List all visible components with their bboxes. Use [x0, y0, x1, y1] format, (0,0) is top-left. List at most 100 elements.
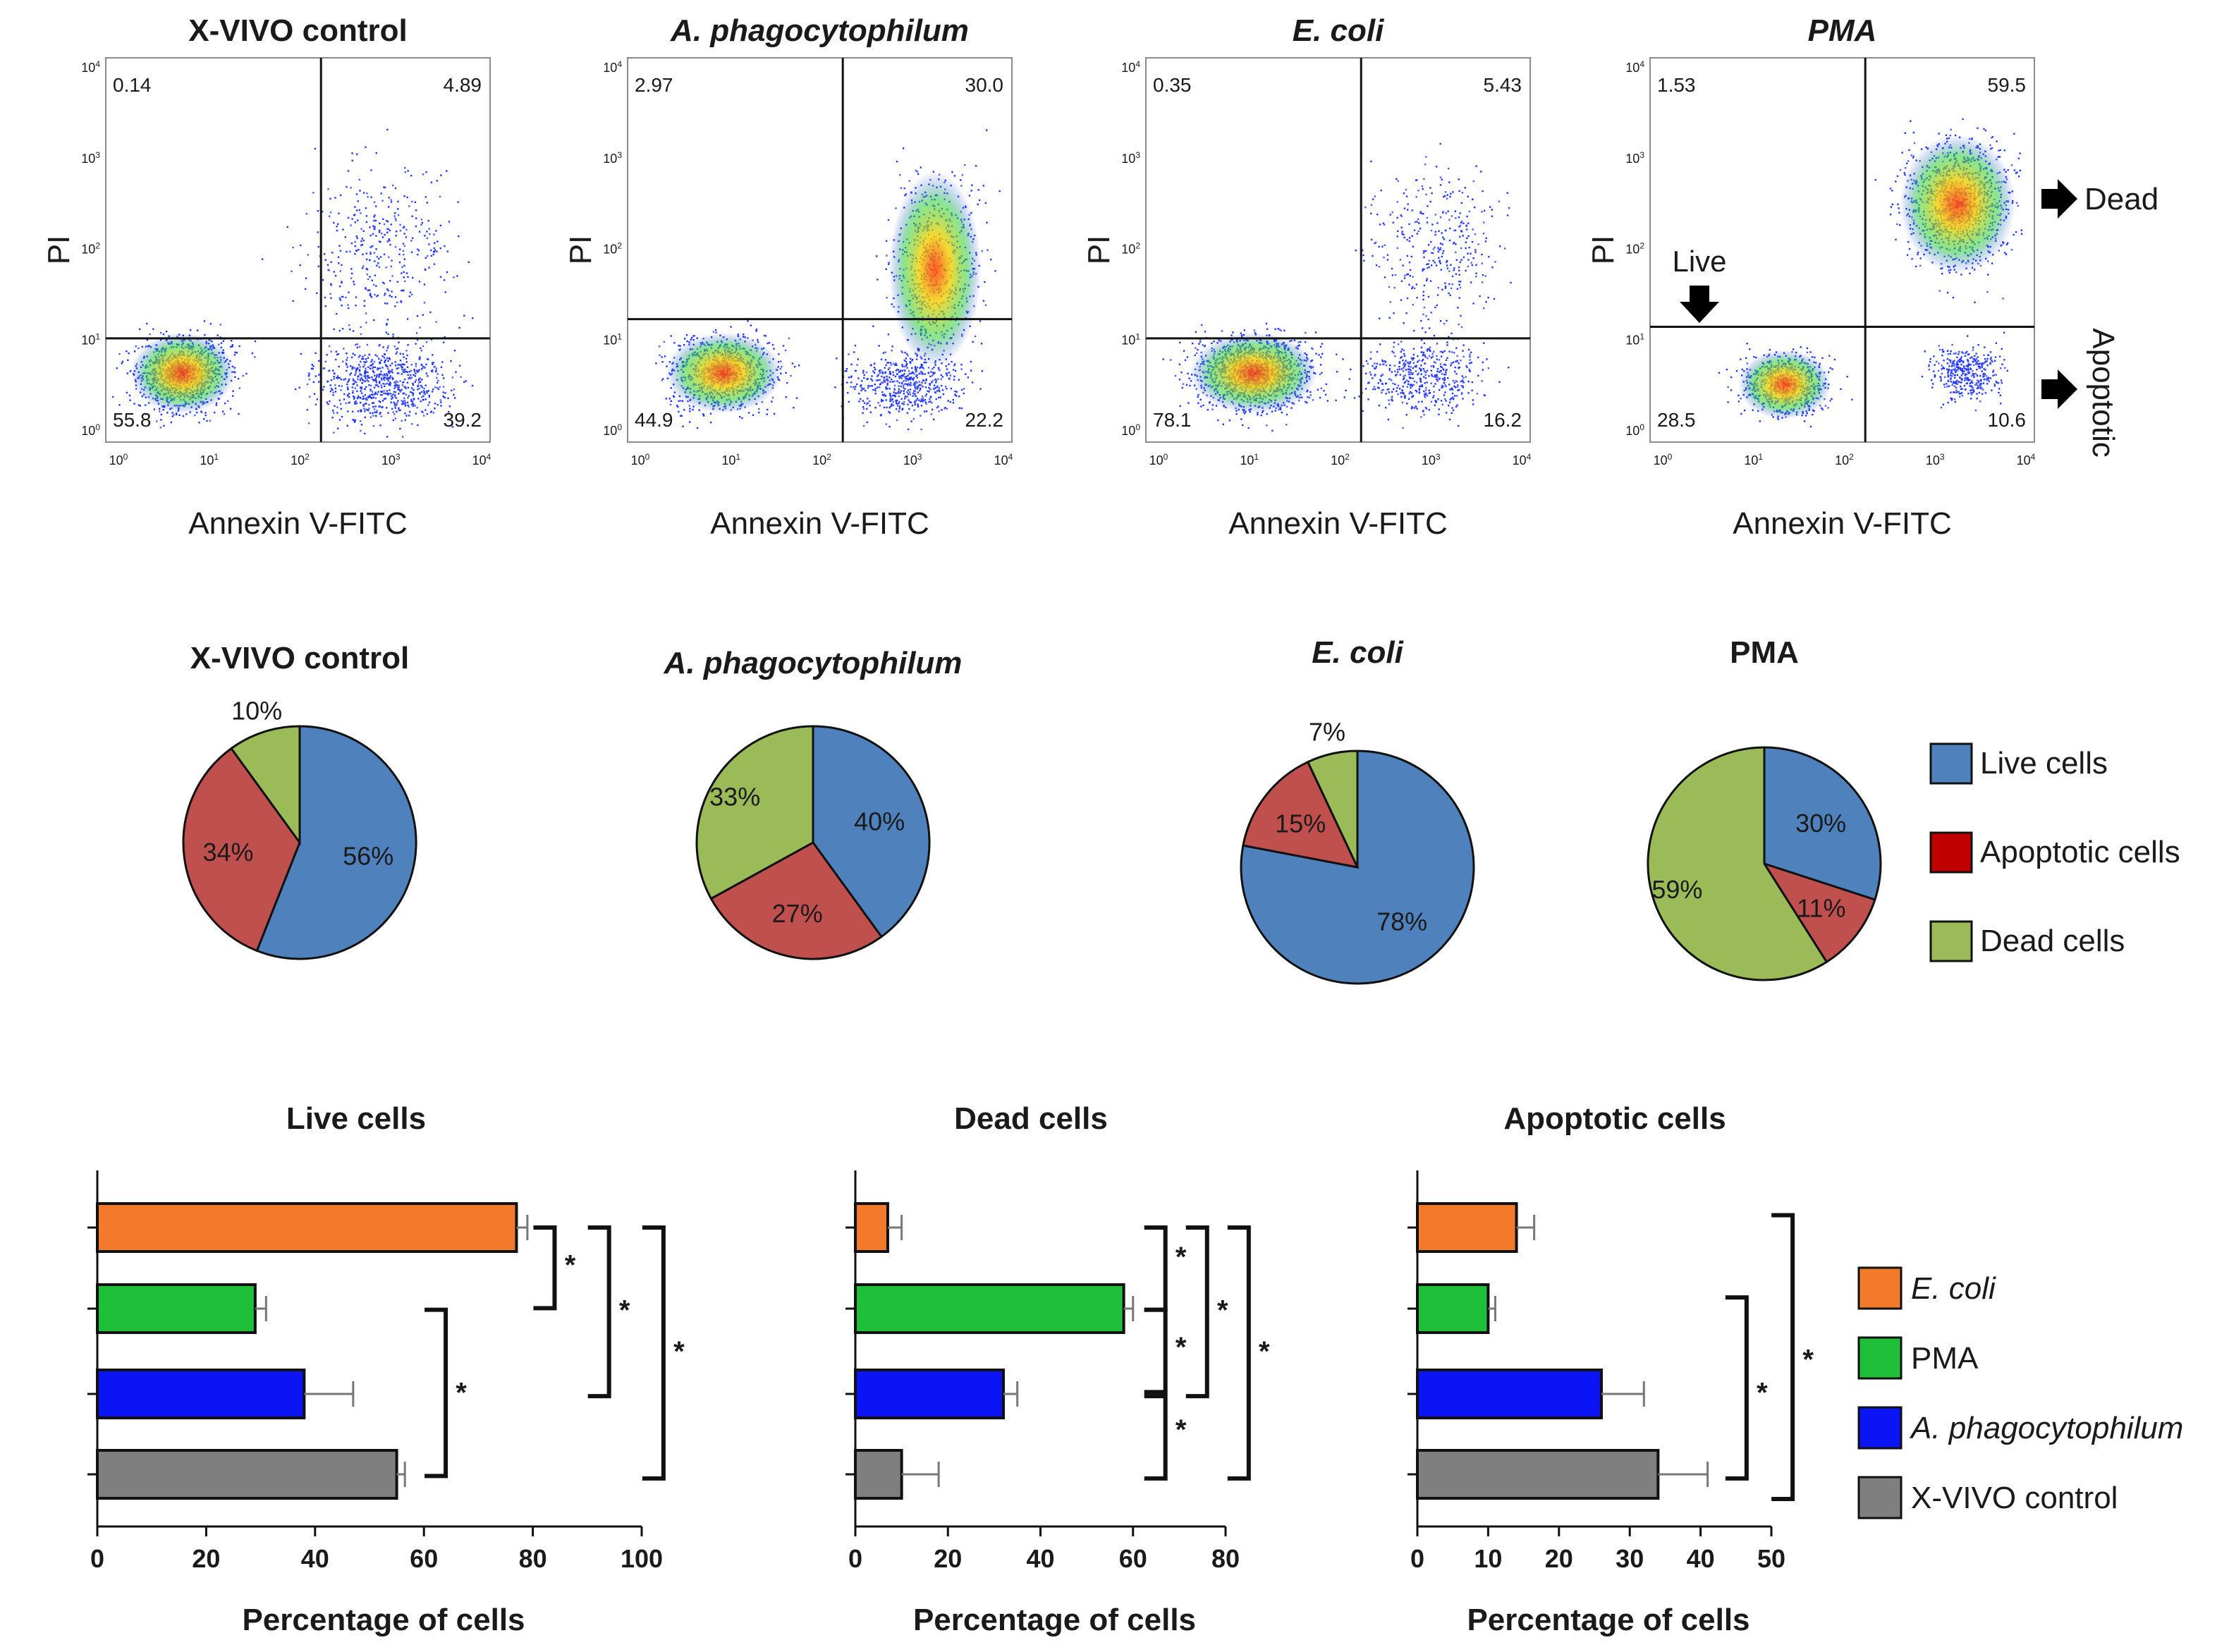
flow-event [952, 402, 955, 404]
flow-event [354, 252, 356, 255]
flow-event [935, 398, 937, 400]
flow-event [883, 394, 885, 397]
flow-event [915, 375, 917, 377]
flow-event [747, 320, 749, 322]
flow-event [919, 367, 921, 369]
flow-event [369, 226, 371, 228]
flow-event [209, 420, 212, 422]
flow-event [372, 225, 374, 227]
flow-event [880, 369, 882, 372]
flow-event [355, 235, 358, 238]
flow-event [341, 295, 343, 298]
flow-event [881, 398, 883, 400]
flow-event [885, 388, 887, 390]
flow-event [884, 371, 886, 373]
flow-event [912, 377, 915, 379]
flow-event [1184, 359, 1187, 361]
flow-event [1221, 330, 1223, 332]
flow-event [370, 234, 372, 237]
flow-event [340, 408, 342, 410]
y-tick-exponent: 1 [617, 331, 622, 341]
flow-event [914, 403, 916, 406]
flow-event [407, 386, 410, 388]
flow-event [408, 405, 410, 408]
flow-event [219, 324, 221, 326]
flow-event [863, 377, 865, 379]
flow-event [335, 358, 337, 361]
flow-event [203, 320, 206, 322]
flow-event [348, 379, 350, 382]
flow-event [232, 395, 234, 397]
flow-event [1297, 341, 1300, 343]
flow-x-axis-label: Annexin V-FITC [188, 506, 408, 541]
flow-event [410, 400, 413, 402]
flow-event [1278, 329, 1281, 331]
flow-event [381, 374, 384, 377]
flow-event [451, 377, 454, 379]
flow-event [377, 367, 379, 369]
flow-event [898, 375, 900, 377]
flow-event [412, 393, 415, 395]
flow-event [916, 386, 918, 388]
flow-event [898, 403, 900, 405]
flow-event [382, 377, 385, 380]
flow-event [896, 403, 898, 405]
flow-event [351, 410, 354, 412]
flow-event [366, 409, 369, 411]
flow-event [313, 393, 316, 395]
flow-event [384, 377, 386, 379]
flow-event [885, 268, 887, 270]
flow-event [412, 384, 415, 386]
flow-event [388, 256, 390, 258]
flow-event [355, 209, 358, 212]
flow-event [333, 412, 335, 414]
flow-event [311, 364, 313, 366]
flow-event [422, 398, 425, 400]
flow-event [336, 406, 338, 408]
y-tick-exponent: 2 [617, 241, 622, 251]
flow-event [900, 390, 902, 392]
flow-event [906, 391, 908, 393]
flow-event [931, 374, 934, 377]
flow-event [465, 380, 467, 382]
flow-event [850, 375, 853, 377]
flow-event [369, 394, 371, 396]
flow-event [920, 415, 922, 417]
flow-event [404, 167, 406, 169]
flow-event [880, 414, 882, 416]
flow-event [1215, 405, 1218, 407]
flow-event [346, 424, 348, 427]
flow-event [374, 354, 377, 356]
flow-event [940, 374, 942, 377]
flow-event [920, 400, 922, 403]
flow-event [399, 224, 401, 226]
flow-event [1195, 352, 1198, 355]
flow-event [422, 395, 425, 397]
flow-event [910, 381, 912, 384]
flow-event [936, 407, 938, 409]
flow-event [872, 370, 874, 372]
flow-event [451, 415, 453, 417]
flow-event [715, 331, 717, 334]
flow-event [928, 401, 930, 403]
flow-event [925, 403, 927, 405]
flow-event [884, 395, 887, 397]
flow-event [958, 379, 960, 381]
flow-event [386, 288, 389, 290]
flow-event [415, 379, 417, 381]
flow-event [410, 398, 413, 401]
flow-event [963, 388, 965, 390]
flow-event [380, 384, 382, 386]
flow-density-hotspot [888, 171, 982, 367]
flow-event [866, 378, 868, 380]
flow-event [860, 389, 862, 391]
flow-event [386, 231, 389, 233]
flow-event [442, 391, 444, 393]
flow-event [355, 372, 357, 374]
flow-event [329, 293, 331, 295]
flow-event [419, 356, 421, 358]
flow-event [848, 400, 850, 403]
flow-event [986, 221, 988, 224]
flow-event [888, 373, 891, 375]
flow-event [396, 404, 398, 406]
